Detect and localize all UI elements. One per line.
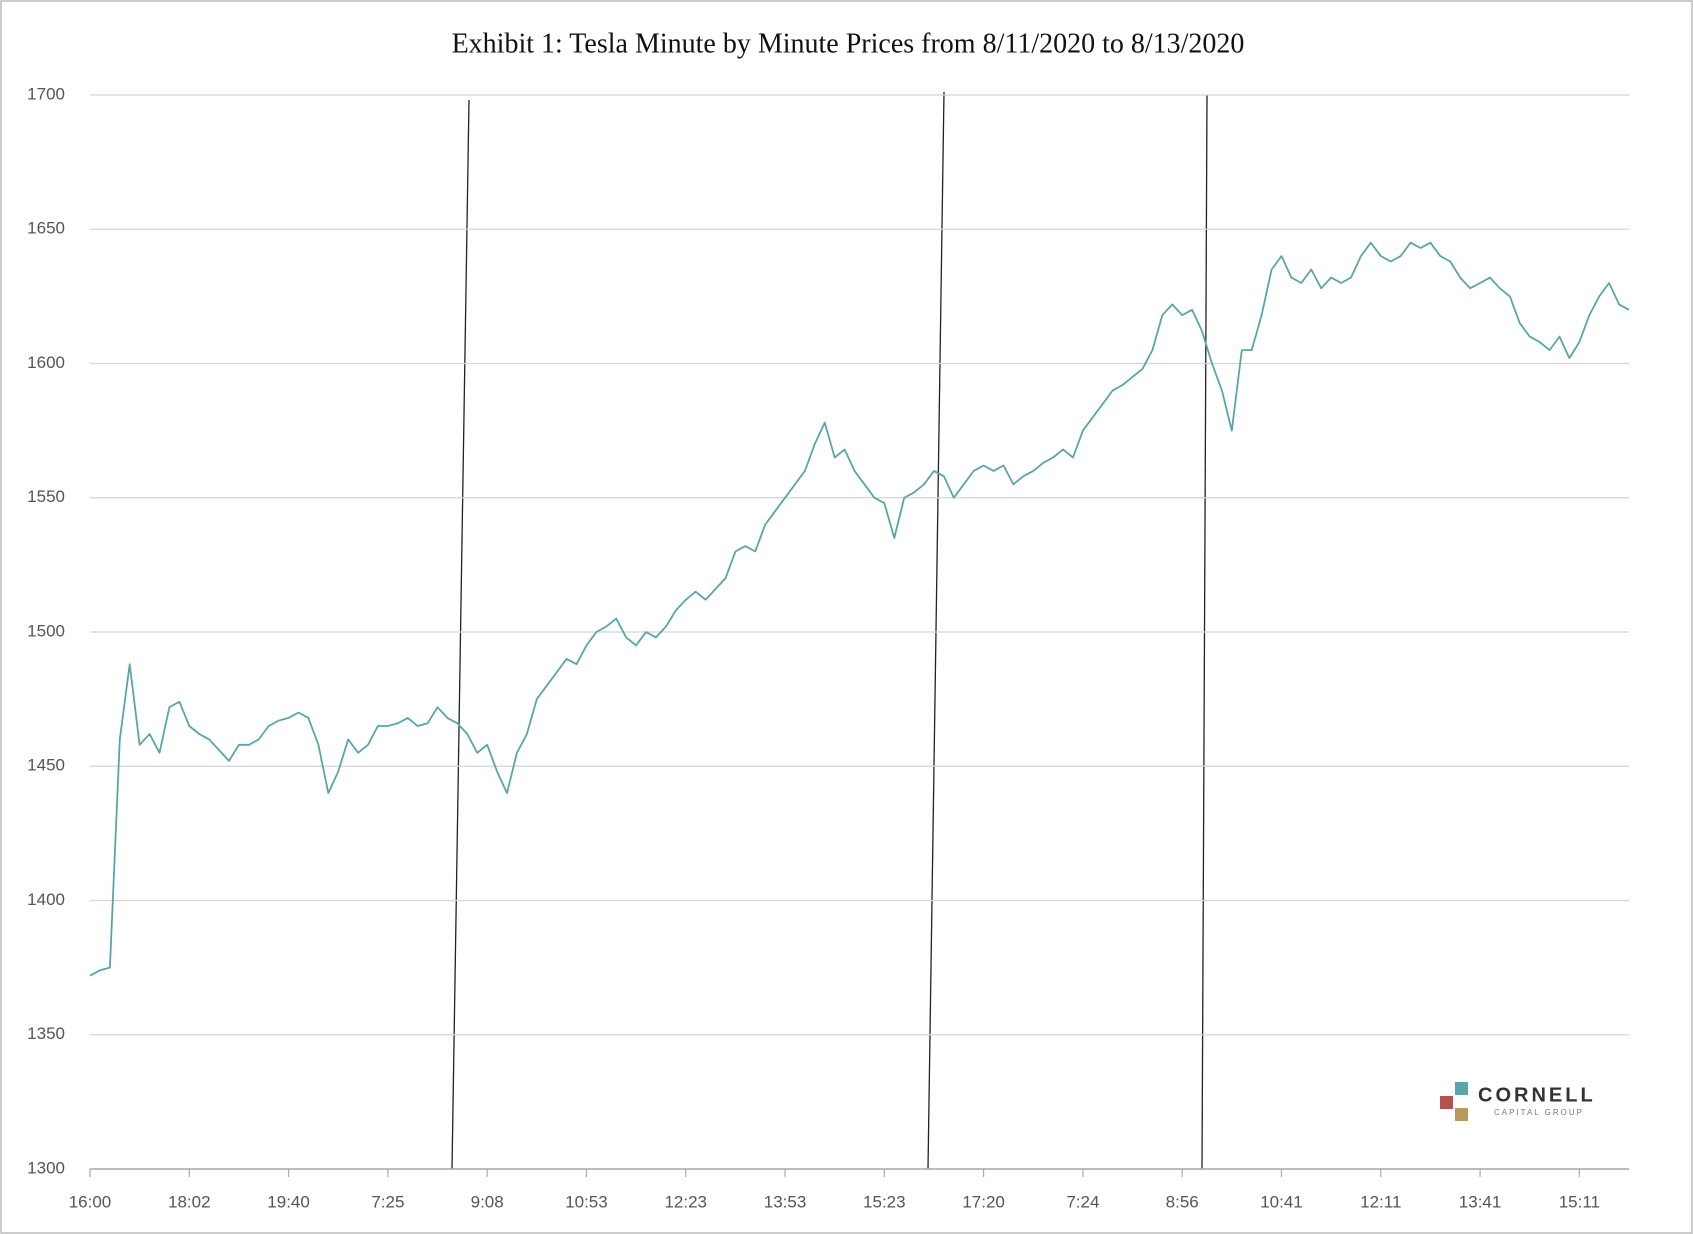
logo: CORNELL CAPITAL GROUP xyxy=(1440,1082,1596,1121)
price-line xyxy=(89,241,1630,977)
y-tick-label: 1500 xyxy=(27,621,65,640)
y-tick-label: 1550 xyxy=(27,487,65,506)
logo-square xyxy=(1455,1082,1468,1095)
chart-title: Exhibit 1: Tesla Minute by Minute Prices… xyxy=(452,28,1245,59)
x-tick-label: 16:00 xyxy=(69,1192,112,1211)
x-tick-label: 7:24 xyxy=(1066,1192,1099,1211)
x-tick-label: 19:40 xyxy=(267,1192,310,1211)
y-tick-label: 1300 xyxy=(27,1158,65,1177)
logo-square xyxy=(1455,1108,1468,1121)
x-tick-label: 13:53 xyxy=(764,1192,807,1211)
logo-tagline: CAPITAL GROUP xyxy=(1494,1108,1584,1117)
x-tick-label: 8:56 xyxy=(1166,1192,1199,1211)
y-tick-label: 1350 xyxy=(27,1024,65,1043)
x-tick-label: 13:41 xyxy=(1459,1192,1502,1211)
x-tick-label: 15:11 xyxy=(1559,1192,1600,1211)
divider-line xyxy=(451,99,470,1170)
y-tick-label: 1600 xyxy=(27,353,65,372)
divider-line xyxy=(927,91,945,1170)
logo-name: CORNELL xyxy=(1478,1084,1596,1106)
logo-square xyxy=(1440,1096,1453,1109)
x-tick-label: 18:02 xyxy=(168,1192,211,1211)
y-tick-label: 1450 xyxy=(27,756,65,775)
x-tick-label: 15:23 xyxy=(863,1192,906,1211)
x-tick-label: 9:08 xyxy=(471,1192,504,1211)
x-tick-label: 17:20 xyxy=(962,1192,1005,1211)
y-tick-label: 1400 xyxy=(27,890,65,909)
annotation-lines xyxy=(451,91,1208,1170)
x-tick-label: 12:23 xyxy=(664,1192,707,1211)
x-tick-label: 12:11 xyxy=(1360,1192,1401,1211)
x-tick-label: 7:25 xyxy=(371,1192,404,1211)
y-tick-label: 1700 xyxy=(27,84,65,103)
x-tick-label: 10:53 xyxy=(565,1192,608,1211)
x-tick-label: 10:41 xyxy=(1260,1192,1303,1211)
y-tick-label: 1650 xyxy=(27,219,65,238)
